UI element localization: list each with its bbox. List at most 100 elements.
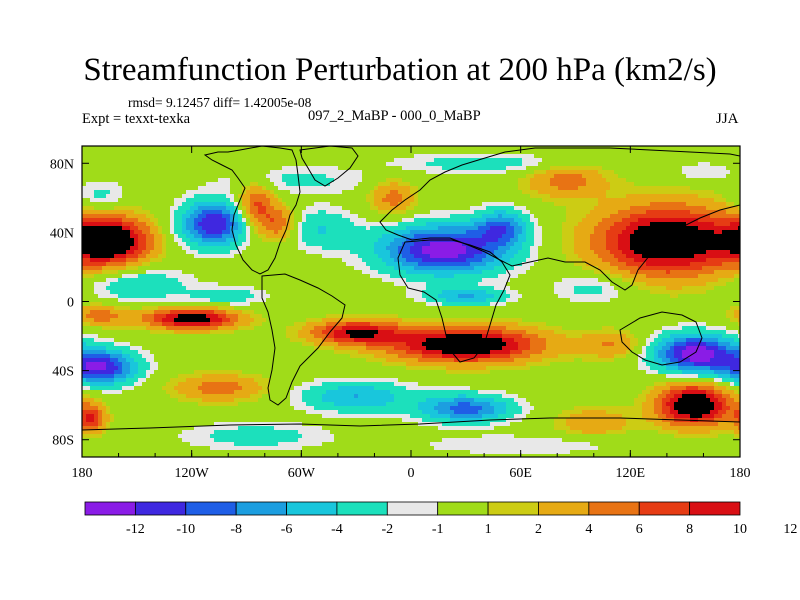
field-cell (646, 154, 650, 158)
field-cell (718, 170, 722, 174)
field-cell (322, 162, 326, 166)
field-cell (306, 246, 310, 250)
field-cell (506, 222, 510, 226)
field-cell (286, 230, 290, 234)
field-cell (510, 150, 514, 154)
field-cell (82, 234, 86, 238)
field-cell (546, 190, 550, 194)
field-cell (106, 210, 110, 214)
field-cell (190, 154, 194, 158)
field-cell (610, 262, 614, 266)
field-cell (434, 190, 438, 194)
field-cell (294, 206, 298, 210)
field-cell (390, 182, 394, 186)
field-cell (618, 242, 622, 246)
field-cell (506, 218, 510, 222)
field-cell (674, 214, 678, 218)
field-cell (582, 238, 586, 242)
field-cell (234, 230, 238, 234)
field-cell (266, 242, 270, 246)
field-cell (570, 262, 574, 266)
field-cell (246, 246, 250, 250)
field-cell (474, 214, 478, 218)
field-cell (602, 178, 606, 182)
field-cell (458, 146, 462, 150)
field-cell (698, 174, 702, 178)
field-cell (590, 202, 594, 206)
field-cell (346, 218, 350, 222)
field-cell (94, 166, 98, 170)
field-cell (710, 146, 714, 150)
field-cell (566, 214, 570, 218)
field-cell (446, 182, 450, 186)
field-cell (710, 226, 714, 230)
field-cell (242, 154, 246, 158)
field-cell (482, 226, 486, 230)
field-cell (486, 190, 490, 194)
field-cell (662, 206, 666, 210)
field-cell (138, 206, 142, 210)
field-cell (722, 246, 726, 250)
field-cell (382, 146, 386, 150)
field-cell (514, 206, 518, 210)
field-cell (90, 238, 94, 242)
field-cell (546, 170, 550, 174)
field-cell (414, 254, 418, 258)
field-cell (542, 234, 546, 238)
field-cell (390, 262, 394, 266)
field-cell (614, 226, 618, 230)
field-cell (190, 218, 194, 222)
field-cell (174, 158, 178, 162)
field-cell (330, 246, 334, 250)
field-cell (182, 226, 186, 230)
field-cell (130, 154, 134, 158)
field-cell (498, 202, 502, 206)
field-cell (594, 170, 598, 174)
field-cell (658, 246, 662, 250)
field-cell (102, 150, 106, 154)
field-cell (498, 242, 502, 246)
field-cell (110, 218, 114, 222)
field-cell (350, 242, 354, 246)
field-cell (534, 150, 538, 154)
field-cell (246, 150, 250, 154)
field-cell (518, 150, 522, 154)
field-cell (246, 186, 250, 190)
field-cell (266, 246, 270, 250)
field-cell (170, 226, 174, 230)
field-cell (238, 254, 242, 258)
field-cell (466, 198, 470, 202)
field-cell (166, 258, 170, 262)
field-cell (418, 202, 422, 206)
field-cell (178, 202, 182, 206)
field-cell (414, 206, 418, 210)
field-cell (610, 194, 614, 198)
field-cell (622, 242, 626, 246)
field-cell (298, 214, 302, 218)
field-cell (142, 146, 146, 150)
field-cell (310, 170, 314, 174)
field-cell (178, 170, 182, 174)
field-cell (418, 242, 422, 246)
field-cell (286, 162, 290, 166)
field-cell (258, 182, 262, 186)
field-cell (130, 254, 134, 258)
field-cell (122, 266, 126, 270)
field-cell (258, 242, 262, 246)
field-cell (230, 146, 234, 150)
field-cell (318, 258, 322, 262)
field-cell (366, 186, 370, 190)
field-cell (150, 186, 154, 190)
field-cell (246, 206, 250, 210)
field-cell (474, 258, 478, 262)
field-cell (254, 250, 258, 254)
field-cell (90, 210, 94, 214)
field-cell (366, 170, 370, 174)
field-cell (490, 182, 494, 186)
field-cell (550, 190, 554, 194)
field-cell (690, 170, 694, 174)
field-cell (454, 250, 458, 254)
field-cell (302, 262, 306, 266)
field-cell (674, 186, 678, 190)
field-cell (374, 238, 378, 242)
